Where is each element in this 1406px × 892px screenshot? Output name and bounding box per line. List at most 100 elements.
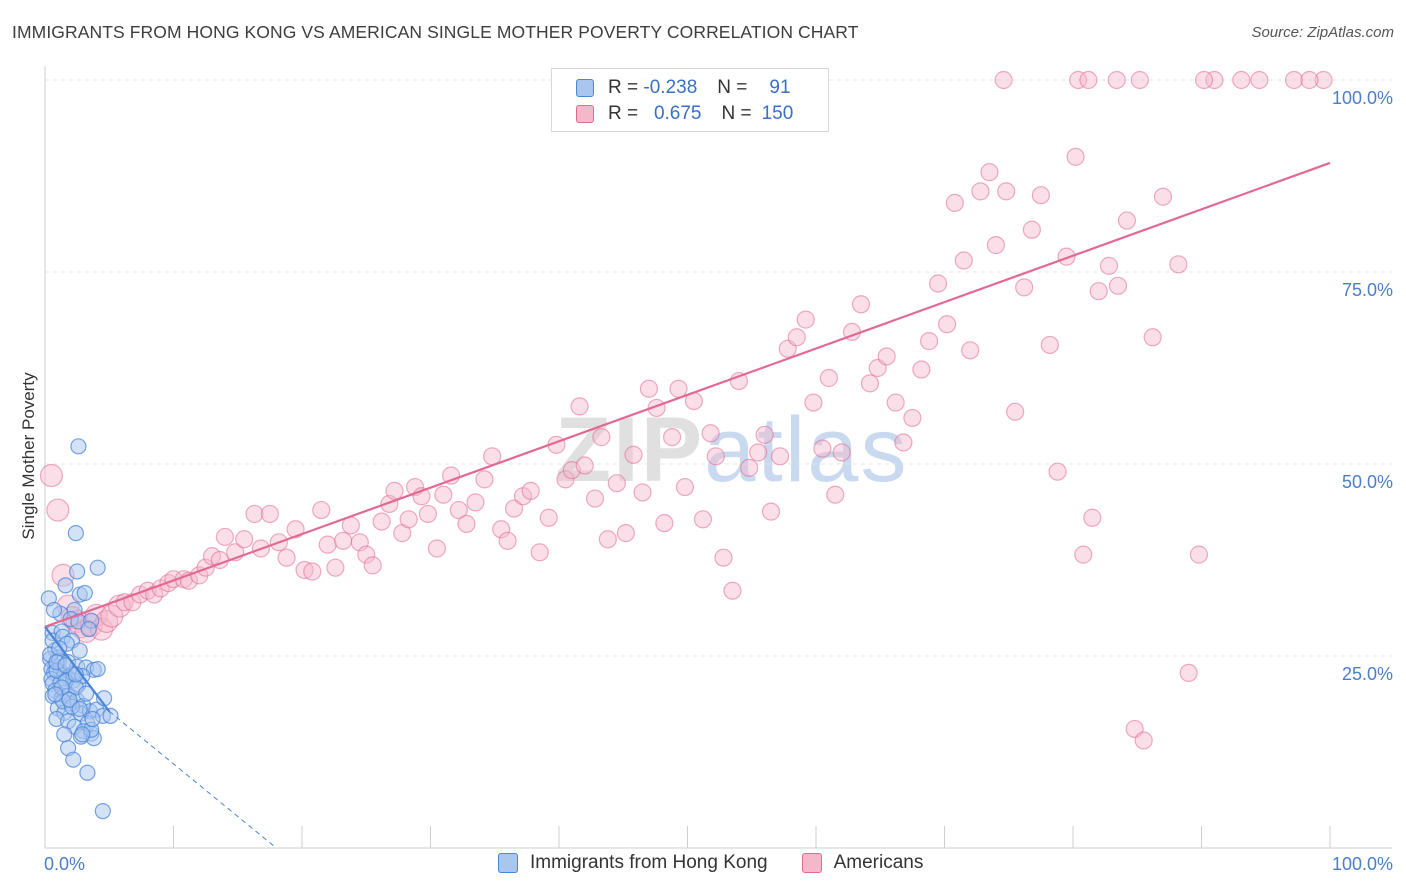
hong-kong-trend-extension (108, 710, 277, 849)
americans-point (954, 251, 973, 270)
hong-kong-point (74, 726, 91, 743)
americans-point (986, 236, 1006, 255)
americans-point (886, 393, 905, 412)
americans-point (1069, 70, 1088, 90)
americans-point (575, 456, 594, 475)
americans-point (826, 485, 845, 504)
legend-n-value: 91 (769, 77, 791, 98)
americans-point (701, 424, 720, 443)
americans-point (1250, 70, 1269, 90)
americans-point (819, 368, 838, 388)
americans-point (326, 558, 345, 577)
americans-point (919, 332, 939, 351)
americans-point (693, 510, 713, 529)
americans-point (1205, 70, 1224, 90)
legend-r-label: R = (608, 77, 639, 98)
americans-point (385, 481, 404, 500)
americans-point (530, 543, 549, 562)
americans-point (504, 499, 524, 518)
americans-point (434, 485, 453, 504)
americans-point (1284, 70, 1304, 90)
legend-item-hong-kong[interactable]: Immigrants from Hong Kong (498, 852, 768, 874)
hong-kong-point (65, 751, 82, 768)
chart-title: IMMIGRANTS FROM HONG KONG VS AMERICAN SI… (12, 22, 859, 42)
americans-point (363, 556, 382, 575)
hong-kong-point (70, 438, 87, 455)
americans-point (372, 512, 391, 531)
americans-point (723, 581, 742, 600)
hong-kong-point (89, 559, 106, 576)
americans-point (449, 500, 468, 520)
hong-kong-point (71, 700, 88, 718)
americans-point (945, 193, 964, 212)
americans-point (787, 328, 806, 347)
americans-point (877, 347, 896, 366)
americans-point (1022, 220, 1041, 239)
americans-point (1300, 70, 1319, 90)
americans-point (1169, 255, 1188, 274)
americans-point (1099, 256, 1119, 275)
americans-point (1232, 70, 1251, 90)
americans-point (607, 474, 626, 493)
americans-point (928, 274, 948, 293)
hong-kong-point (45, 601, 63, 619)
hong-kong-point (47, 686, 64, 703)
legend-r-label: R = (608, 103, 639, 124)
americans-point (598, 530, 617, 549)
americans-point (39, 463, 64, 488)
hong-kong-point (61, 691, 78, 708)
americans-point (492, 520, 511, 539)
americans-point (860, 374, 880, 393)
americans-point (1079, 70, 1098, 90)
y-tick-label: 75.0% (1342, 280, 1393, 300)
hong-kong-trend-line (44, 626, 111, 712)
americans-point (235, 530, 254, 549)
axes (44, 66, 1392, 849)
americans-point (980, 163, 999, 182)
americans-point (1143, 328, 1162, 347)
americans-point (616, 524, 635, 543)
stats-legend: R = -0.238 N = 91 R = 0.675 N = 150 (551, 68, 829, 132)
americans-point (312, 500, 331, 520)
americans-point (994, 70, 1013, 90)
americans-point (851, 295, 871, 314)
hong-kong-point (57, 577, 74, 594)
americans-point (1130, 70, 1149, 90)
americans-point (570, 397, 589, 416)
legend-row-americans: R = 0.675 N = 150 (576, 102, 793, 126)
hong-kong-point (84, 710, 101, 728)
americans-point (937, 315, 957, 334)
hong-kong-point (89, 660, 106, 678)
grid-lines (45, 79, 1392, 657)
hong-kong-point (80, 621, 97, 638)
americans-point (832, 443, 851, 462)
americans-point (556, 470, 575, 489)
americans-point (1040, 335, 1059, 355)
americans-point (1083, 508, 1102, 527)
hong-kong-point (94, 803, 111, 820)
legend-label: Immigrants from Hong Kong (530, 852, 768, 873)
americans-point (740, 458, 759, 477)
y-tick-label: 50.0% (1342, 472, 1393, 492)
legend-swatch-blue (576, 79, 594, 97)
legend-item-americans[interactable]: Americans (801, 852, 923, 874)
americans-point (521, 481, 540, 500)
legend-swatch-pink (576, 105, 594, 123)
americans-point (804, 393, 823, 412)
legend-r-value: -0.238 (643, 77, 698, 98)
americans-point (1117, 211, 1137, 230)
americans-point (997, 182, 1016, 201)
legend-n-value: 150 (761, 103, 794, 124)
x-tick-label: 0.0% (44, 854, 85, 874)
americans-point (1179, 663, 1198, 682)
americans-point (1031, 186, 1050, 205)
legend-n-label: N = (717, 77, 748, 98)
americans-point (1153, 187, 1173, 206)
legend-r-value: 0.675 (653, 103, 702, 124)
source-label: Source: ZipAtlas.com (1251, 24, 1394, 41)
americans-point (46, 498, 70, 522)
americans-point (334, 531, 353, 550)
americans-point (245, 504, 264, 524)
americans-point (498, 531, 517, 550)
hong-kong-point (78, 685, 95, 702)
